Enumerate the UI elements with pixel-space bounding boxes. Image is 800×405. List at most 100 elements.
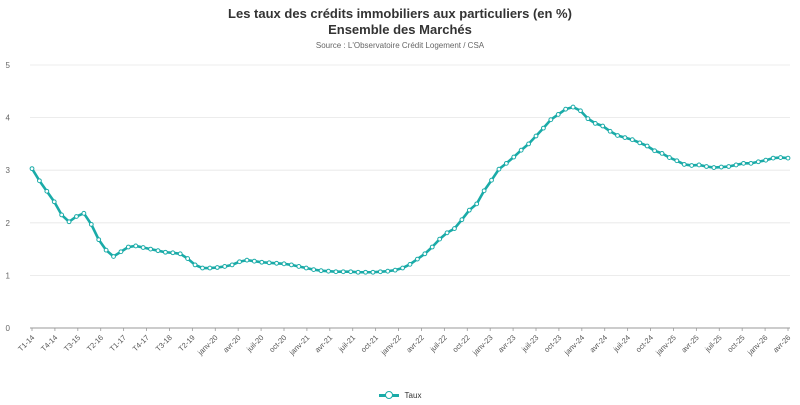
data-point <box>96 237 102 243</box>
x-tick-label: juil-21 <box>336 333 357 354</box>
x-tick-label: janv-23 <box>470 333 494 357</box>
data-point <box>326 268 331 274</box>
data-point <box>585 116 591 122</box>
legend[interactable]: Taux <box>0 390 800 402</box>
x-tick-label: avr-21 <box>313 333 334 354</box>
x-tick-label: oct-20 <box>267 333 288 354</box>
data-point <box>289 262 294 268</box>
data-point <box>355 269 361 275</box>
x-tick-label: janv-26 <box>745 333 769 357</box>
data-point <box>681 162 687 167</box>
data-point <box>622 135 628 140</box>
x-tick-label: janv-25 <box>653 333 677 357</box>
x-tick-label: avr-24 <box>588 333 609 354</box>
data-point <box>526 141 531 147</box>
data-point <box>770 155 776 161</box>
data-point <box>163 249 168 255</box>
data-point <box>437 236 443 242</box>
x-tick-label: janv-20 <box>195 333 219 357</box>
data-point <box>592 120 598 126</box>
x-tick-label: T1-14 <box>16 333 36 353</box>
x-tick-label: T3-15 <box>62 333 82 353</box>
data-point <box>103 247 109 253</box>
y-tick-label: 1 <box>6 271 11 280</box>
data-point <box>274 260 279 266</box>
data-point <box>259 259 265 265</box>
data-point <box>422 251 428 257</box>
data-point <box>74 214 79 219</box>
x-tick-label: oct-22 <box>451 333 472 354</box>
data-point <box>711 165 717 170</box>
data-point <box>778 155 783 160</box>
data-point <box>51 199 57 205</box>
data-point <box>459 217 465 223</box>
data-point <box>704 164 709 169</box>
data-point <box>689 163 695 168</box>
data-point <box>667 155 672 160</box>
x-tick-label: juil-20 <box>244 333 265 354</box>
legend-line-marker-icon <box>378 390 399 400</box>
x-tick-label: janv-24 <box>562 333 586 357</box>
y-tick-label: 5 <box>6 61 11 70</box>
data-point <box>229 262 235 268</box>
x-tick-label: juil-23 <box>519 333 540 354</box>
data-point <box>37 178 42 184</box>
data-point <box>348 269 354 275</box>
x-tick-label: avr-20 <box>221 333 242 354</box>
data-point <box>629 137 635 143</box>
x-tick-label: janv-22 <box>378 333 402 357</box>
data-point <box>511 154 517 160</box>
data-point <box>615 133 620 138</box>
chart-subtitle: Ensemble des Marchés <box>328 22 472 37</box>
data-point <box>415 256 420 262</box>
x-tick-label: avr-22 <box>404 333 425 354</box>
data-point <box>311 267 317 273</box>
data-point <box>29 166 35 172</box>
data-point <box>222 264 228 269</box>
chart-source: Source : L'Observatoire Crédit Logement … <box>315 41 485 50</box>
y-tick-label: 0 <box>6 324 11 333</box>
x-tick-label: oct-23 <box>542 333 563 354</box>
data-point <box>125 244 131 250</box>
data-point <box>118 249 124 255</box>
x-tick-label: oct-25 <box>725 333 746 354</box>
x-tick-label: avr-25 <box>679 333 700 354</box>
y-tick-label: 3 <box>6 166 11 175</box>
data-point <box>674 158 680 164</box>
data-point <box>363 269 368 275</box>
data-point <box>177 251 183 257</box>
data-point <box>563 106 569 112</box>
data-point <box>548 117 554 123</box>
data-point <box>533 133 539 139</box>
x-tick-label: juil-22 <box>428 333 449 354</box>
x-tick-label: oct-24 <box>634 333 655 354</box>
x-tick-label: avr-26 <box>771 333 792 354</box>
data-point <box>340 269 346 275</box>
data-point <box>696 162 702 168</box>
y-tick-label: 2 <box>6 219 11 228</box>
data-point <box>644 143 650 149</box>
data-point <box>140 245 146 250</box>
data-point <box>59 212 65 218</box>
data-point <box>474 201 480 207</box>
data-point <box>185 256 191 261</box>
data-point <box>155 248 161 254</box>
data-point <box>111 254 116 259</box>
data-point <box>733 162 739 168</box>
data-point <box>452 226 457 231</box>
data-point <box>489 177 494 183</box>
data-point <box>726 164 732 169</box>
data-point <box>385 268 391 274</box>
data-point <box>607 128 613 134</box>
data-point <box>207 265 213 271</box>
x-tick-label: T4-14 <box>39 333 59 353</box>
data-point <box>600 123 606 129</box>
data-point <box>81 210 87 216</box>
data-point <box>170 250 176 256</box>
x-tick-label: T3-18 <box>154 333 174 353</box>
data-point <box>266 260 272 266</box>
data-point <box>518 147 524 153</box>
x-tick-label: juil-24 <box>611 333 632 354</box>
x-tick-label: oct-21 <box>359 333 380 354</box>
data-point <box>237 259 242 265</box>
